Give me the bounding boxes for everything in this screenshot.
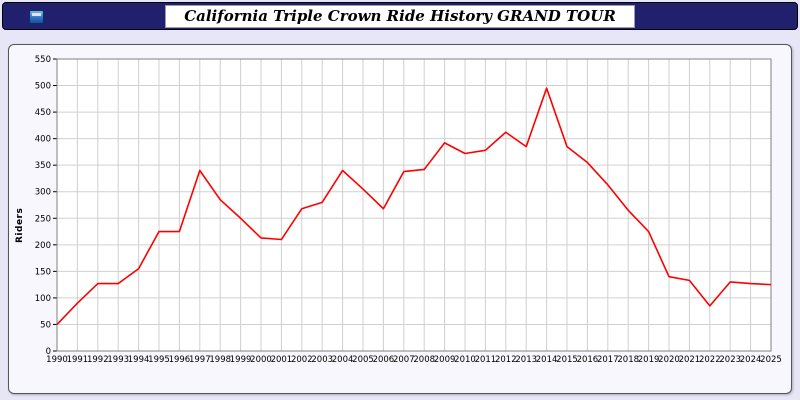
- x-tick-label: 1994: [128, 355, 150, 365]
- x-tick-label: 2004: [332, 355, 354, 365]
- y-axis-label: Riders: [15, 207, 25, 243]
- title-bar: California Triple Crown Ride History GRA…: [2, 2, 798, 30]
- x-tick-label: 2015: [556, 355, 578, 365]
- x-tick-label: 2013: [515, 355, 537, 365]
- y-tick-label: 350: [35, 161, 51, 171]
- x-tick-label: 1995: [148, 355, 170, 365]
- x-tick-label: 1990: [46, 355, 68, 365]
- x-tick-label: 2020: [658, 355, 680, 365]
- chart-panel: Riders 1990 1991 1992 1993 1994 1995 1996 1997 1…: [8, 44, 792, 394]
- y-tick-label: 200: [35, 241, 51, 251]
- y-tick-label: 550: [35, 55, 51, 65]
- x-tick-label: 1998: [209, 355, 231, 365]
- x-tick-label: 2014: [536, 355, 558, 365]
- x-tick-label: 1993: [107, 355, 129, 365]
- y-tick-label: 150: [35, 267, 51, 277]
- y-tick-label: 50: [40, 320, 51, 330]
- x-tick-label: 2003: [311, 355, 333, 365]
- ride-history-line: [56, 87, 772, 326]
- x-tick-label: 2019: [638, 355, 660, 365]
- x-tick-label: 2023: [719, 355, 741, 365]
- page-title: California Triple Crown Ride History GRA…: [165, 4, 635, 28]
- x-tick-label: 2024: [740, 355, 762, 365]
- x-tick-label: 2000: [250, 355, 272, 365]
- y-tick-label: 500: [35, 82, 51, 92]
- x-tick-label: 2022: [699, 355, 721, 365]
- y-tick-label: 100: [35, 294, 51, 304]
- x-tick-label: 2017: [597, 355, 619, 365]
- x-tick-label: 2018: [617, 355, 639, 365]
- x-tick-label: 1996: [169, 355, 191, 365]
- plot-border: [56, 58, 772, 352]
- plot-area: [57, 59, 771, 351]
- x-tick-label: 2002: [291, 355, 313, 365]
- x-tick-label: 1991: [67, 355, 89, 365]
- x-tick-label: 1999: [230, 355, 252, 365]
- x-tick-label: 1997: [189, 355, 211, 365]
- x-tick-label: 2008: [413, 355, 435, 365]
- ride-history-chart: 1990199119921993199419951996199719981999…: [35, 55, 782, 365]
- x-tick-label: 2007: [393, 355, 415, 365]
- x-tick-label: 2001: [271, 355, 293, 365]
- x-tick-label: 1992: [87, 355, 109, 365]
- y-tick-label: 300: [35, 188, 51, 198]
- x-tick-label: 2012: [495, 355, 517, 365]
- y-tick-label: 0: [46, 347, 51, 357]
- y-tick-label: 400: [35, 135, 51, 145]
- y-tick-label: 250: [35, 214, 51, 224]
- x-tick-label: 2005: [352, 355, 374, 365]
- y-tick-label: 450: [35, 108, 51, 118]
- x-tick-label: 2011: [475, 355, 497, 365]
- window-icon: [29, 10, 44, 24]
- x-tick-label: 2009: [434, 355, 456, 365]
- x-tick-label: 2025: [760, 355, 782, 365]
- x-tick-label: 2016: [577, 355, 599, 365]
- x-tick-label: 2021: [679, 355, 701, 365]
- x-tick-label: 2006: [373, 355, 395, 365]
- x-tick-label: 2010: [454, 355, 476, 365]
